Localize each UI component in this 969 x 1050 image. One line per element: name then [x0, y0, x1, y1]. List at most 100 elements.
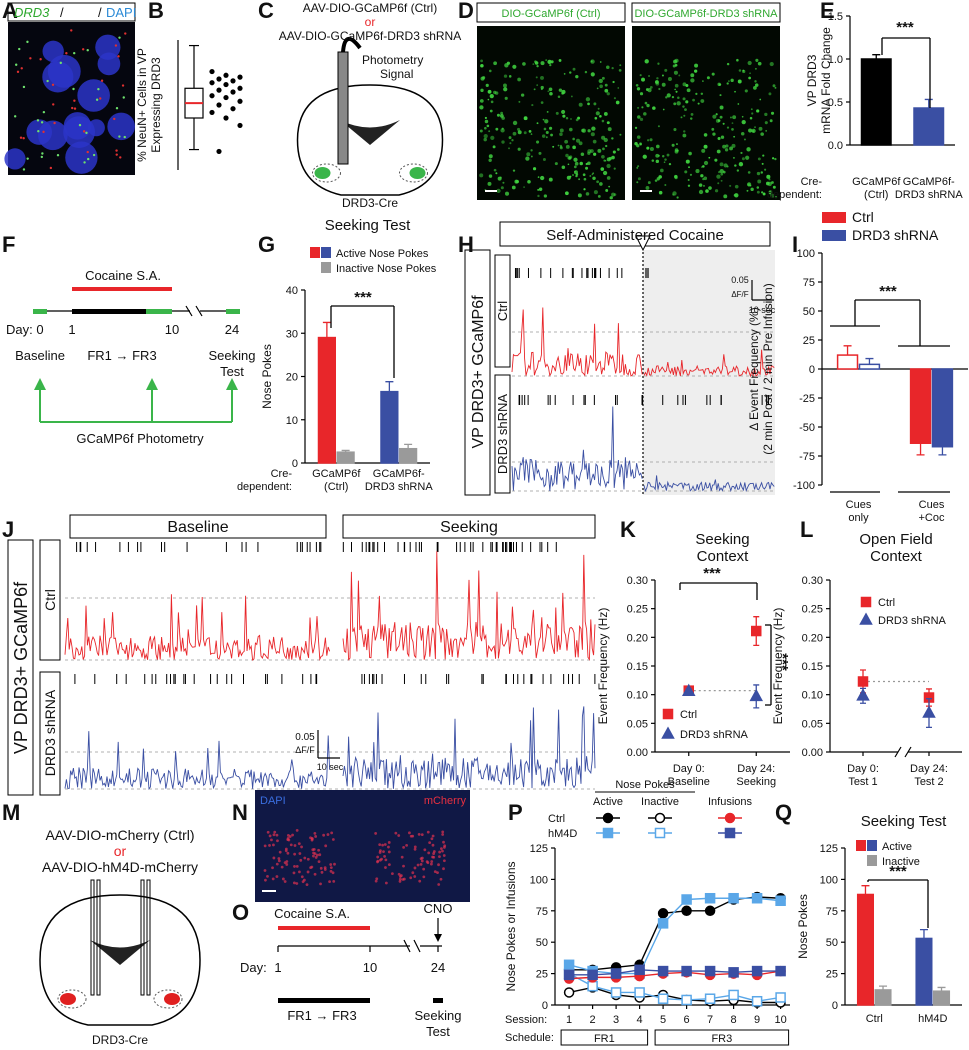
cell [378, 843, 382, 847]
cell [729, 184, 732, 187]
cell [411, 871, 415, 875]
cell [487, 181, 492, 186]
cell [770, 111, 775, 115]
bar [931, 368, 954, 448]
label: Test [426, 1024, 450, 1039]
cell [570, 95, 573, 98]
cell [275, 862, 279, 866]
cell [764, 168, 767, 171]
cell [716, 174, 721, 179]
x-tick-label: Day 0: [673, 763, 705, 775]
cell [559, 128, 564, 133]
marker [704, 965, 716, 977]
cell [726, 82, 729, 85]
panel-letter: O [232, 900, 249, 925]
marker [610, 987, 622, 998]
label: AAV-DIO-GCaMP6f (Ctrl) [303, 1, 437, 15]
cell [731, 128, 734, 131]
cell [590, 72, 595, 77]
cell [536, 84, 539, 86]
cell [532, 167, 537, 171]
cell [723, 163, 728, 168]
cell [702, 165, 705, 168]
cell [480, 76, 485, 81]
cell [517, 147, 521, 151]
cell [642, 154, 647, 159]
cell [436, 871, 439, 875]
cell [639, 117, 644, 122]
cell [570, 118, 572, 120]
point [216, 76, 222, 82]
cell [741, 157, 745, 161]
cell [647, 181, 651, 185]
cell [301, 880, 305, 884]
title-box [69, 514, 327, 539]
marker [704, 993, 716, 1004]
cell [500, 128, 505, 133]
marker [662, 708, 674, 720]
puncta [41, 152, 44, 155]
cell [674, 83, 679, 88]
x-tick-label: Seeking [736, 776, 776, 788]
y-tick-label: -50 [799, 422, 815, 434]
cell [617, 87, 620, 89]
arrowhead [434, 934, 442, 942]
cell [769, 61, 774, 67]
cell [306, 857, 310, 861]
cell [540, 175, 545, 181]
y-tick-label: 0.10 [627, 690, 648, 702]
x-tick-label: Ctrl [866, 1013, 883, 1025]
cell [762, 192, 766, 196]
chart-title: Seeking Test [861, 813, 947, 830]
cell [639, 143, 642, 146]
cell [319, 866, 323, 870]
y-tick-label: 0 [832, 1000, 838, 1012]
cell [291, 833, 294, 837]
marker [602, 827, 614, 839]
cell [746, 189, 749, 192]
cell [572, 145, 576, 150]
x-tick-label: 1 [566, 1014, 572, 1026]
error-bar [938, 446, 947, 456]
cell [657, 62, 660, 65]
cell [314, 856, 318, 859]
cell [607, 127, 612, 132]
panel-letter: G [258, 232, 275, 257]
marker [775, 965, 786, 977]
point [209, 109, 215, 116]
ventricle [90, 940, 150, 965]
schedule: FR3 [711, 1033, 732, 1045]
scale-bar [485, 190, 497, 192]
cell [649, 138, 653, 142]
panel-letter: F [2, 232, 15, 257]
cell [604, 88, 609, 93]
x-tick-label: 10 [774, 1014, 786, 1026]
cell [495, 172, 498, 175]
point [209, 93, 215, 99]
cell [533, 88, 536, 91]
marker [602, 812, 614, 824]
cell [601, 154, 605, 159]
marker [654, 827, 666, 839]
puncta [18, 47, 21, 51]
cell [593, 102, 597, 106]
cell [596, 87, 599, 90]
y-tick-label: 0.25 [627, 604, 648, 616]
cell [734, 193, 739, 198]
cell [718, 83, 722, 86]
puncta [19, 136, 23, 139]
cell [703, 144, 708, 149]
cell [754, 83, 759, 87]
cell [766, 174, 771, 179]
cell [637, 165, 640, 168]
marker [728, 967, 739, 978]
cell [511, 185, 516, 190]
bar [399, 447, 418, 464]
cell [749, 116, 753, 120]
puncta [40, 155, 44, 159]
cell [619, 133, 622, 136]
scale-bar [640, 190, 652, 192]
y-tick-label: 0.25 [802, 604, 823, 616]
puncta [86, 150, 89, 154]
cell [548, 177, 553, 182]
